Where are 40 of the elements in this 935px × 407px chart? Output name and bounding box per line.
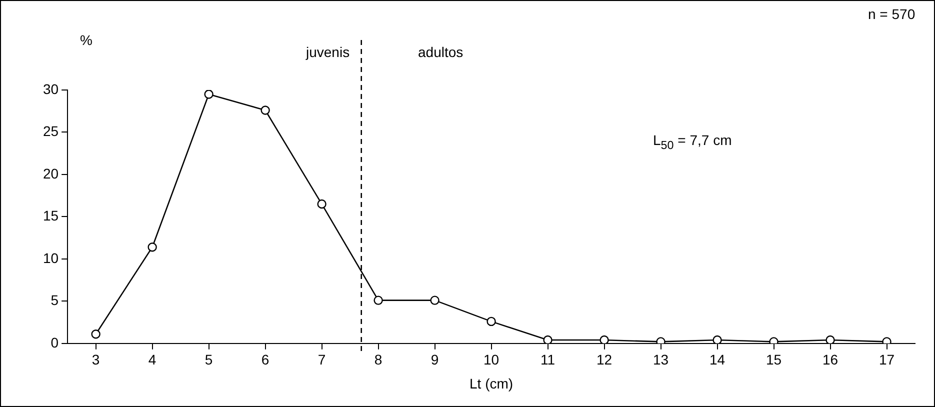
- point: [91, 330, 100, 339]
- x-tick-label: 10: [483, 352, 500, 368]
- point: [543, 335, 552, 344]
- point: [148, 242, 157, 252]
- y-tick-label: 10: [42, 250, 59, 266]
- annotation: L$_{50}$ = 7,7 cm: [653, 132, 732, 152]
- text: juvenis: [306, 44, 350, 60]
- point: [486, 316, 496, 326]
- x-tick-label: 13: [652, 352, 669, 368]
- x-tick-label: 15: [766, 352, 782, 368]
- point: [600, 335, 609, 344]
- x-tick-label: 4: [148, 352, 156, 368]
- x-tick-label: 9: [430, 352, 439, 368]
- x-axis-title: Lt (cm): [470, 375, 514, 392]
- text: adultos: [418, 44, 464, 60]
- point: [430, 296, 440, 305]
- y-tick-label: 20: [42, 165, 59, 182]
- y-tick-label: 25: [42, 123, 59, 140]
- point: [260, 106, 270, 115]
- y-tick-label: 15: [42, 208, 59, 224]
- x-tick-label: 7: [318, 352, 326, 368]
- point: [317, 199, 326, 209]
- y-tick-label: 5: [50, 292, 59, 308]
- x-tick-label: 17: [878, 352, 895, 368]
- x-tick-label: 16: [822, 352, 838, 368]
- y-axis-title: %: [80, 32, 92, 48]
- x-tick-label: 3: [92, 352, 100, 368]
- y-tick-label: 0: [50, 334, 59, 350]
- point: [374, 296, 383, 305]
- point: [204, 90, 214, 99]
- y-tick-label: 30: [42, 80, 59, 97]
- x-tick-label: 5: [204, 352, 213, 368]
- x-tick-label: 11: [540, 352, 556, 368]
- point: [712, 335, 722, 344]
- point: [826, 335, 835, 344]
- x-tick-label: 6: [261, 352, 270, 368]
- x-tick-label: 8: [374, 352, 382, 368]
- text: n = 570: [868, 6, 916, 22]
- x-tick-label: 12: [596, 352, 612, 368]
- x-tick-label: 14: [709, 352, 726, 368]
